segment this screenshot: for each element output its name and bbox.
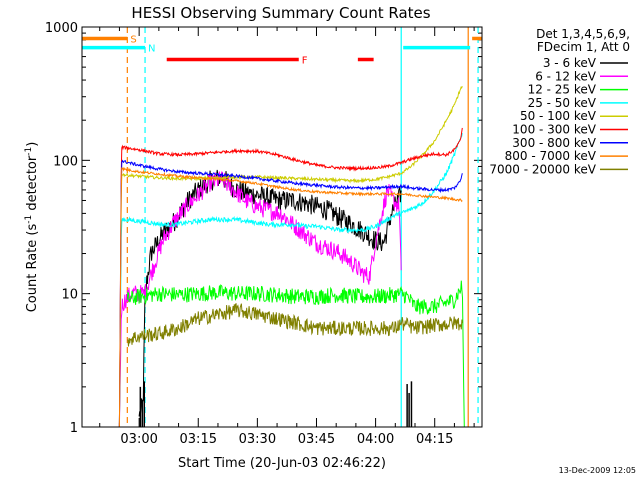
plot-frame (81, 26, 483, 428)
x-tick-label: 03:15 (180, 432, 217, 447)
vertical-markers (126, 27, 479, 427)
y-axis-label: Count Rate (s-1 detector-1) (24, 142, 40, 313)
series-line (118, 127, 463, 428)
y-tick-labels: 1 10 100 1000 (45, 21, 78, 436)
series-line (118, 159, 463, 428)
legend-entry-label: 12 - 25 keV (528, 83, 597, 97)
y-tick-label: 1 (70, 421, 78, 436)
x-tick-label: 04:00 (357, 432, 394, 447)
x-tick-label: 03:45 (298, 432, 335, 447)
timestamp-footer: 13-Dec-2009 12:05 (559, 466, 636, 475)
legend-entry-label: 3 - 6 keV (543, 56, 597, 70)
legend-header-line: FDecim 1, Att 0 (537, 40, 630, 54)
y-tick-label: 100 (53, 154, 78, 169)
x-axis-label: Start Time (20-Jun-03 02:46:22) (178, 456, 386, 471)
legend-entry-label: 7000 - 20000 keV (489, 162, 596, 176)
flag-label: N (148, 44, 155, 55)
series-line (126, 280, 465, 428)
legend: Det 1,3,4,5,6,9, FDecim 1, Att 0 3 - 6 k… (489, 27, 630, 176)
legend-header-line: Det 1,3,4,5,6,9, (536, 27, 630, 41)
y-axis-label-superscript: -1 (24, 215, 34, 224)
x-tick-label: 04:15 (416, 432, 453, 447)
legend-entry-label: 6 - 12 keV (535, 69, 597, 83)
series-line (127, 303, 463, 347)
series-line (118, 86, 463, 428)
observing-flags: S N F (82, 34, 482, 67)
y-axis-label-part: ) (25, 142, 40, 147)
x-tick-labels: 03:00 03:15 03:30 03:45 04:00 04:15 (120, 432, 453, 447)
y-tick-label: 10 (61, 288, 78, 303)
chart-title: HESSI Observing Summary Count Rates (131, 4, 430, 22)
series-line (118, 171, 402, 428)
legend-entry-label: 800 - 7000 keV (505, 149, 597, 163)
legend-entry-label: 25 - 50 keV (528, 96, 597, 110)
series-line (118, 166, 463, 428)
legend-entry-label: 100 - 300 keV (512, 123, 596, 137)
y-tick-label: 1000 (45, 21, 78, 36)
y-axis-label-part: detector (25, 155, 40, 215)
flag-label: S (130, 34, 136, 45)
x-tick-label: 03:00 (120, 432, 157, 447)
x-tick-label: 03:30 (239, 432, 276, 447)
legend-entry-label: 50 - 100 keV (520, 109, 597, 123)
y-axis-label-part: Count Rate (s (25, 224, 40, 313)
series-line (118, 133, 463, 428)
y-axis-label-superscript: -1 (24, 147, 34, 156)
flag-label: F (302, 56, 308, 67)
legend-entry-label: 300 - 800 keV (512, 136, 596, 150)
axes (82, 27, 482, 428)
series-group (118, 86, 465, 428)
